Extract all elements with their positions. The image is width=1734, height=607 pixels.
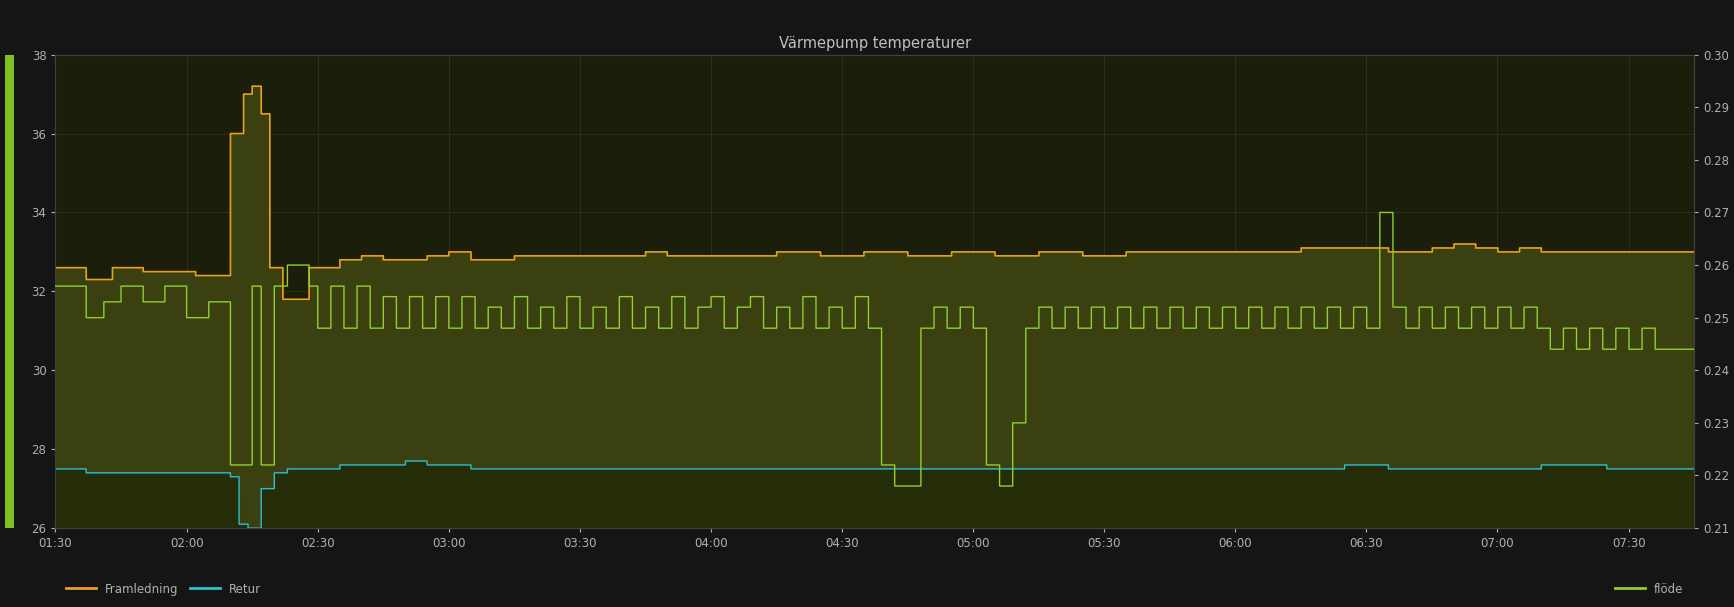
Title: Värmepump temperaturer: Värmepump temperaturer xyxy=(779,36,971,51)
Legend: flöde: flöde xyxy=(1611,578,1689,600)
